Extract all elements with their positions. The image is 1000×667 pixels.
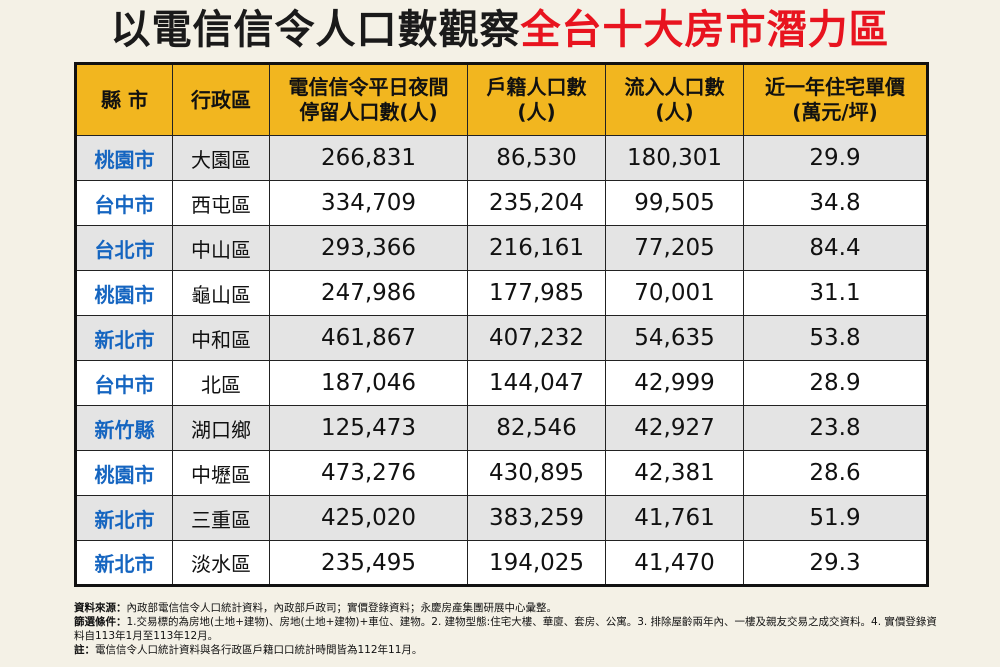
value-cell: 82,546 — [467, 405, 606, 451]
value-cell: 293,366 — [269, 225, 468, 271]
data-table: 縣 市行政區 電信信令平日夜間 停留人口數(人) 戶籍人口數 (人) 流入人口數 (人… — [74, 62, 929, 587]
value-cell: 53.8 — [743, 315, 928, 361]
district-cell: 中和區 — [172, 315, 270, 361]
value-cell: 187,046 — [269, 360, 468, 406]
table-row: 新北市 三重區 425,020 383,259 41,761 51.9 — [75, 495, 928, 541]
value-cell: 266,831 — [269, 135, 468, 181]
remark-note: 註：電信信令人口統計資料與各行政區戶籍口口統計時間皆為112年11月。 — [74, 643, 944, 657]
value-cell: 31.1 — [743, 270, 928, 316]
title-part-2: 全台十大房市潛力區 — [520, 7, 890, 53]
value-cell: 84.4 — [743, 225, 928, 271]
value-cell: 235,495 — [269, 540, 468, 586]
city-cell: 新北市 — [75, 540, 173, 586]
value-cell: 86,530 — [467, 135, 606, 181]
table-row: 台中市 西屯區 334,709 235,204 99,505 34.8 — [75, 180, 928, 226]
value-cell: 334,709 — [269, 180, 468, 226]
district-cell: 大園區 — [172, 135, 270, 181]
value-cell: 216,161 — [467, 225, 606, 271]
value-cell: 425,020 — [269, 495, 468, 541]
value-cell: 430,895 — [467, 450, 606, 496]
value-cell: 177,985 — [467, 270, 606, 316]
value-cell: 29.9 — [743, 135, 928, 181]
district-cell: 淡水區 — [172, 540, 270, 586]
table-row: 新北市 中和區 461,867 407,232 54,635 53.8 — [75, 315, 928, 361]
city-cell: 台北市 — [75, 225, 173, 271]
value-cell: 28.6 — [743, 450, 928, 496]
table-row: 新竹縣 湖口鄉 125,473 82,546 42,927 23.8 — [75, 405, 928, 451]
column-header: 行政區 — [172, 63, 270, 136]
source-label: 資料來源： — [74, 602, 127, 614]
value-cell: 461,867 — [269, 315, 468, 361]
value-cell: 41,761 — [605, 495, 744, 541]
table-row: 台中市 北區 187,046 144,047 42,999 28.9 — [75, 360, 928, 406]
column-header: 戶籍人口數 (人) — [467, 63, 606, 136]
value-cell: 125,473 — [269, 405, 468, 451]
value-cell: 383,259 — [467, 495, 606, 541]
table-row: 桃園市 大園區 266,831 86,530 180,301 29.9 — [75, 135, 928, 181]
value-cell: 473,276 — [269, 450, 468, 496]
district-cell: 湖口鄉 — [172, 405, 270, 451]
table-row: 新北市 淡水區 235,495 194,025 41,470 29.3 — [75, 540, 928, 586]
value-cell: 29.3 — [743, 540, 928, 586]
value-cell: 247,986 — [269, 270, 468, 316]
column-header: 縣 市 — [75, 63, 173, 136]
city-cell: 桃園市 — [75, 450, 173, 496]
district-cell: 西屯區 — [172, 180, 270, 226]
value-cell: 54,635 — [605, 315, 744, 361]
column-header: 電信信令平日夜間 停留人口數(人) — [269, 63, 468, 136]
value-cell: 194,025 — [467, 540, 606, 586]
table-row: 桃園市 龜山區 247,986 177,985 70,001 31.1 — [75, 270, 928, 316]
value-cell: 28.9 — [743, 360, 928, 406]
criteria-label: 篩選條件： — [74, 616, 127, 628]
value-cell: 51.9 — [743, 495, 928, 541]
district-cell: 三重區 — [172, 495, 270, 541]
value-cell: 34.8 — [743, 180, 928, 226]
city-cell: 台中市 — [75, 360, 173, 406]
table-row: 桃園市 中壢區 473,276 430,895 42,381 28.6 — [75, 450, 928, 496]
table-body: 桃園市 大園區 266,831 86,530 180,301 29.9 台中市 西屯區 334,… — [75, 135, 928, 586]
criteria-text: 1.交易標的為房地(土地+建物)、房地(土地+建物)+車位、建物。2. 建物型態… — [74, 616, 937, 642]
page-title: 以電信信令人口數觀察全台十大房市潛力區 — [0, 2, 1000, 58]
district-cell: 北區 — [172, 360, 270, 406]
remark-label: 註： — [74, 644, 95, 656]
table-header-row: 縣 市行政區 電信信令平日夜間 停留人口數(人) 戶籍人口數 (人) 流入人口數 (人… — [75, 63, 928, 136]
city-cell: 桃園市 — [75, 270, 173, 316]
value-cell: 235,204 — [467, 180, 606, 226]
title-part-1: 以電信信令人口數觀察 — [110, 7, 521, 53]
value-cell: 41,470 — [605, 540, 744, 586]
city-cell: 新北市 — [75, 495, 173, 541]
city-cell: 新竹縣 — [75, 405, 173, 451]
city-cell: 桃園市 — [75, 135, 173, 181]
column-header: 近一年住宅單價 (萬元/坪) — [743, 63, 928, 136]
value-cell: 180,301 — [605, 135, 744, 181]
table-row: 台北市 中山區 293,366 216,161 77,205 84.4 — [75, 225, 928, 271]
value-cell: 42,927 — [605, 405, 744, 451]
criteria-note: 篩選條件：1.交易標的為房地(土地+建物)、房地(土地+建物)+車位、建物。2.… — [74, 615, 944, 643]
district-cell: 中山區 — [172, 225, 270, 271]
source-note: 資料來源：內政部電信信令人口統計資料，內政部戶政司；實價登錄資料；永慶房產集團研… — [74, 601, 944, 615]
value-cell: 99,505 — [605, 180, 744, 226]
remark-text: 電信信令人口統計資料與各行政區戶籍口口統計時間皆為112年11月。 — [95, 644, 423, 656]
value-cell: 42,381 — [605, 450, 744, 496]
value-cell: 144,047 — [467, 360, 606, 406]
value-cell: 42,999 — [605, 360, 744, 406]
district-cell: 中壢區 — [172, 450, 270, 496]
value-cell: 23.8 — [743, 405, 928, 451]
city-cell: 台中市 — [75, 180, 173, 226]
value-cell: 70,001 — [605, 270, 744, 316]
source-text: 內政部電信信令人口統計資料，內政部戶政司；實價登錄資料；永慶房產集團研展中心彙整… — [126, 602, 558, 614]
district-cell: 龜山區 — [172, 270, 270, 316]
value-cell: 407,232 — [467, 315, 606, 361]
column-header: 流入人口數 (人) — [605, 63, 744, 136]
value-cell: 77,205 — [605, 225, 744, 271]
city-cell: 新北市 — [75, 315, 173, 361]
footnotes: 資料來源：內政部電信信令人口統計資料，內政部戶政司；實價登錄資料；永慶房產集團研… — [74, 601, 944, 657]
